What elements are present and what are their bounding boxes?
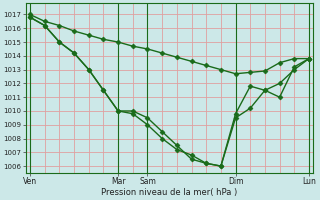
X-axis label: Pression niveau de la mer( hPa ): Pression niveau de la mer( hPa ) xyxy=(101,188,238,197)
